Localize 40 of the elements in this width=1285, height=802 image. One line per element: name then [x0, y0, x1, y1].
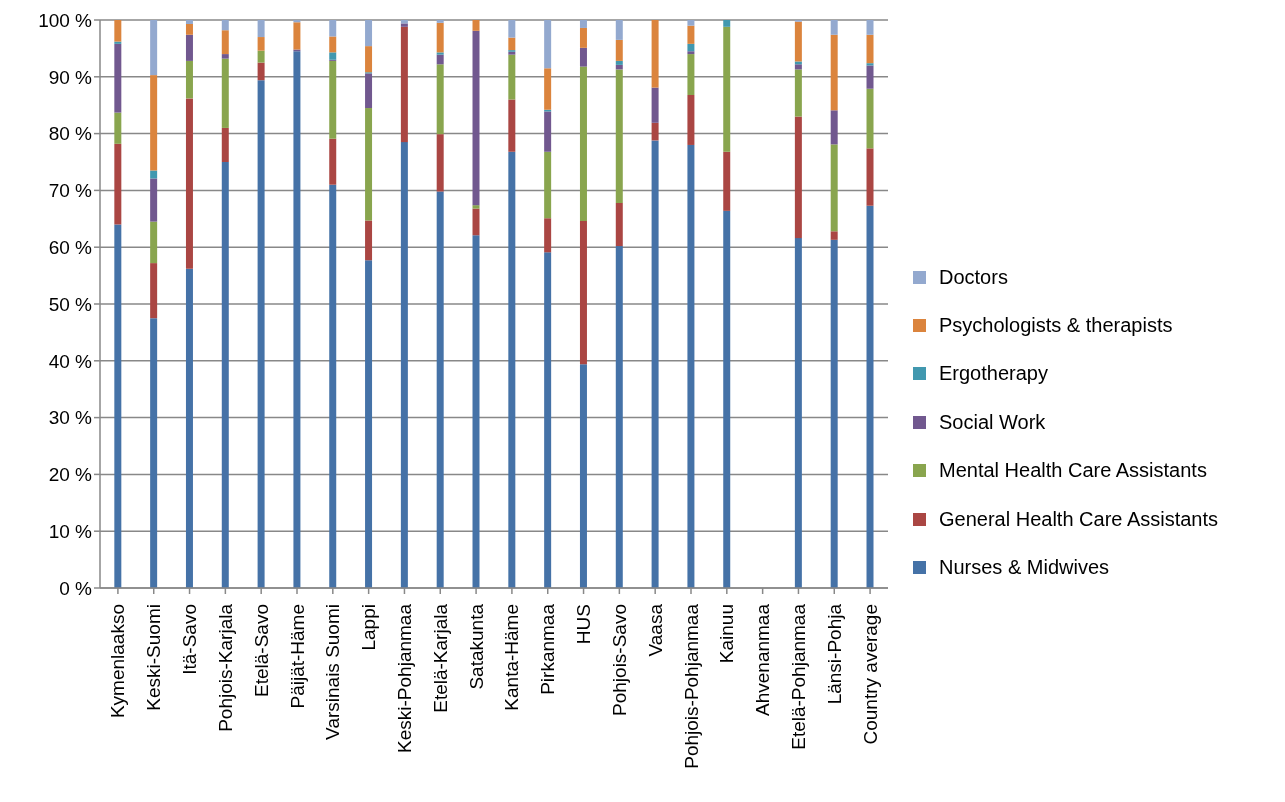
x-tick-label: Lappi [358, 604, 380, 651]
x-tick-label: Satakunta [465, 603, 487, 690]
x-tick-label: Kymenlaakso [107, 604, 129, 719]
legend-label: Psychologists & therapists [939, 314, 1173, 338]
x-tick-label: Länsi-Pohja [823, 603, 845, 705]
y-tick-label: 10 % [48, 520, 93, 542]
y-tick-label: 20 % [48, 464, 93, 486]
y-tick-label: 100 % [38, 9, 93, 31]
x-tick-label: Pohjois-Savo [608, 604, 630, 716]
y-tick-label: 60 % [48, 236, 93, 258]
x-tick-label: Ahvenanmaa [752, 603, 774, 716]
legend-label: Mental Health Care Assistants [939, 459, 1207, 483]
legend-label: Social Work [939, 410, 1046, 434]
y-tick-label: 70 % [48, 180, 93, 202]
x-tick-label: Etelä-Savo [250, 604, 272, 697]
x-tick-label: Vaasa [644, 603, 666, 657]
y-tick-label: 30 % [48, 407, 93, 429]
x-tick-label: Keski-Suomi [143, 604, 165, 711]
legend-label: Nurses & Midwives [939, 556, 1110, 580]
legend-label: General Health Care Assistants [939, 507, 1219, 531]
y-tick-label: 40 % [48, 350, 93, 372]
x-tick-label: Päijät-Häme [286, 604, 308, 709]
y-tick-label: 90 % [48, 66, 93, 88]
x-tick-label: Kanta-Häme [501, 604, 523, 711]
x-tick-label: Itä-Savo [179, 604, 201, 675]
x-tick-label: Varsinais Suomi [322, 604, 344, 740]
legend-label: Ergotherapy [939, 362, 1048, 386]
x-tick-label: HUS [573, 604, 595, 645]
y-tick-label: 0 % [59, 577, 93, 599]
x-tick-label: Pohjois-Pohjanmaa [680, 603, 702, 769]
x-tick-label: Etelä-Pohjanmaa [787, 603, 809, 750]
y-tick-label: 50 % [48, 293, 93, 315]
x-tick-label: Etelä-Karjala [429, 603, 451, 713]
y-tick-label: 80 % [48, 123, 93, 145]
x-tick-label: Kainuu [716, 604, 738, 664]
x-tick-label: Country average [859, 604, 881, 745]
x-tick-label: Pirkanmaa [537, 603, 559, 695]
legend-label: Doctors [939, 265, 1008, 289]
x-tick-label: Keski-Pohjanmaa [393, 603, 415, 753]
x-tick-label: Pohjois-Karjala [214, 603, 236, 732]
